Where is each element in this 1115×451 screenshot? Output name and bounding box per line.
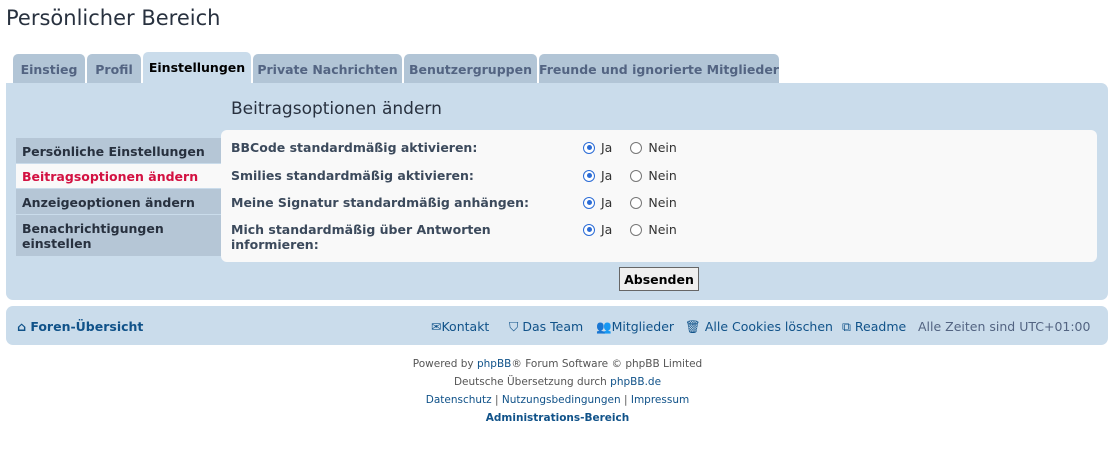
sidebar-item-benachrichtigungen[interactable]: Benachrichtigungen einstellen bbox=[16, 215, 221, 256]
tab-freunde[interactable]: Freunde und ignorierte Mitglieder bbox=[539, 54, 779, 83]
radio-group: Ja Nein bbox=[583, 222, 677, 237]
radio-no-label[interactable]: Nein bbox=[648, 140, 677, 155]
members-label[interactable]: Mitglieder bbox=[611, 319, 675, 334]
radio-yes[interactable] bbox=[583, 169, 595, 182]
team-label[interactable]: Das Team bbox=[522, 319, 584, 334]
readme-link[interactable]: ⧉ Readme bbox=[842, 319, 906, 335]
software-text: ® Forum Software © phpBB Limited bbox=[511, 358, 703, 370]
submit-button[interactable]: Absenden bbox=[619, 267, 699, 291]
tab-private-nachrichten[interactable]: Private Nachrichten bbox=[253, 54, 402, 83]
copyright-line: Powered by phpBB® Forum Software © phpBB… bbox=[0, 358, 1115, 370]
options-box bbox=[221, 130, 1097, 262]
separator: | bbox=[623, 394, 628, 406]
radio-group: Ja Nein bbox=[583, 140, 677, 155]
timezone-text: Alle Zeiten sind UTC+01:00 bbox=[918, 319, 1091, 334]
powered-by-text: Powered by bbox=[412, 358, 474, 370]
acp-link[interactable]: Administrations-Bereich bbox=[485, 412, 630, 424]
phpbb-link[interactable]: phpBB bbox=[476, 358, 512, 370]
radio-yes-label[interactable]: Ja bbox=[601, 195, 613, 210]
footer-nav-bar bbox=[6, 306, 1108, 345]
phpbb-de-link[interactable]: phpBB.de bbox=[610, 376, 662, 388]
legal-links: Datenschutz | Nutzungsbedingungen | Impr… bbox=[0, 394, 1115, 406]
sidebar-item-anzeigeoptionen[interactable]: Anzeigeoptionen ändern bbox=[16, 189, 221, 214]
radio-no[interactable] bbox=[630, 196, 643, 209]
sidebar-item-persoenliche-einstellungen[interactable]: Persönliche Einstellungen bbox=[16, 138, 221, 163]
radio-no-label[interactable]: Nein bbox=[648, 195, 677, 210]
radio-yes[interactable] bbox=[583, 196, 595, 209]
separator: | bbox=[495, 394, 499, 406]
home-link-label[interactable]: Foren-Übersicht bbox=[30, 319, 144, 334]
users-icon: 👥 bbox=[596, 319, 612, 334]
radio-no[interactable] bbox=[630, 141, 643, 154]
translation-line: Deutsche Übersetzung durch phpBB.de bbox=[0, 376, 1115, 388]
radio-yes[interactable] bbox=[583, 141, 595, 154]
radio-group: Ja Nein bbox=[583, 195, 677, 210]
shield-icon: ⛉ bbox=[509, 319, 519, 334]
trash-icon: 🗑 bbox=[685, 319, 701, 334]
radio-no-label[interactable]: Nein bbox=[648, 222, 677, 237]
acp-line: Administrations-Bereich bbox=[0, 412, 1115, 424]
option-label: Meine Signatur standardmäßig anhängen: bbox=[231, 195, 530, 210]
radio-yes-label[interactable]: Ja bbox=[601, 140, 613, 155]
contact-label[interactable]: Kontakt bbox=[441, 319, 490, 334]
translation-text: Deutsche Übersetzung durch bbox=[453, 376, 607, 388]
readme-label[interactable]: Readme bbox=[854, 319, 907, 334]
tab-benutzergruppen[interactable]: Benutzergruppen bbox=[404, 54, 537, 83]
radio-no-label[interactable]: Nein bbox=[648, 168, 677, 183]
radio-yes-label[interactable]: Ja bbox=[601, 168, 613, 183]
radio-yes-label[interactable]: Ja bbox=[601, 222, 613, 237]
option-label: Smilies standardmäßig aktivieren: bbox=[231, 168, 474, 183]
terms-link[interactable]: Nutzungsbedingungen bbox=[501, 394, 621, 406]
tab-einstellungen[interactable]: Einstellungen bbox=[143, 52, 251, 83]
imprint-link[interactable]: Impressum bbox=[630, 394, 690, 406]
tab-einstieg[interactable]: Einstieg bbox=[13, 54, 85, 83]
delete-cookies-link[interactable]: 🗑 Alle Cookies löschen bbox=[685, 319, 833, 335]
sidebar-item-beitragsoptionen[interactable]: Beitragsoptionen ändern bbox=[16, 164, 221, 188]
radio-group: Ja Nein bbox=[583, 168, 677, 183]
radio-yes[interactable] bbox=[583, 223, 595, 236]
option-label: BBCode standardmäßig aktivieren: bbox=[231, 140, 478, 155]
team-link[interactable]: ⛉ Das Team bbox=[509, 319, 583, 335]
option-label: Mich standardmäßig über Antworten inform… bbox=[231, 222, 491, 252]
home-link[interactable]: ⌂ Foren-Übersicht bbox=[17, 319, 143, 334]
home-icon: ⌂ bbox=[17, 319, 26, 334]
page-title: Persönlicher Bereich bbox=[6, 6, 221, 30]
contact-link[interactable]: ✉Kontakt bbox=[431, 319, 489, 334]
tab-profil[interactable]: Profil bbox=[87, 54, 141, 83]
privacy-link[interactable]: Datenschutz bbox=[425, 394, 492, 406]
radio-no[interactable] bbox=[630, 169, 643, 182]
radio-no[interactable] bbox=[630, 223, 643, 236]
cookies-label[interactable]: Alle Cookies löschen bbox=[704, 319, 833, 334]
envelope-icon: ✉ bbox=[431, 319, 442, 334]
section-heading: Beitragsoptionen ändern bbox=[231, 99, 442, 119]
document-icon: ⧉ bbox=[842, 319, 851, 334]
members-link[interactable]: 👥Mitglieder bbox=[596, 319, 674, 335]
